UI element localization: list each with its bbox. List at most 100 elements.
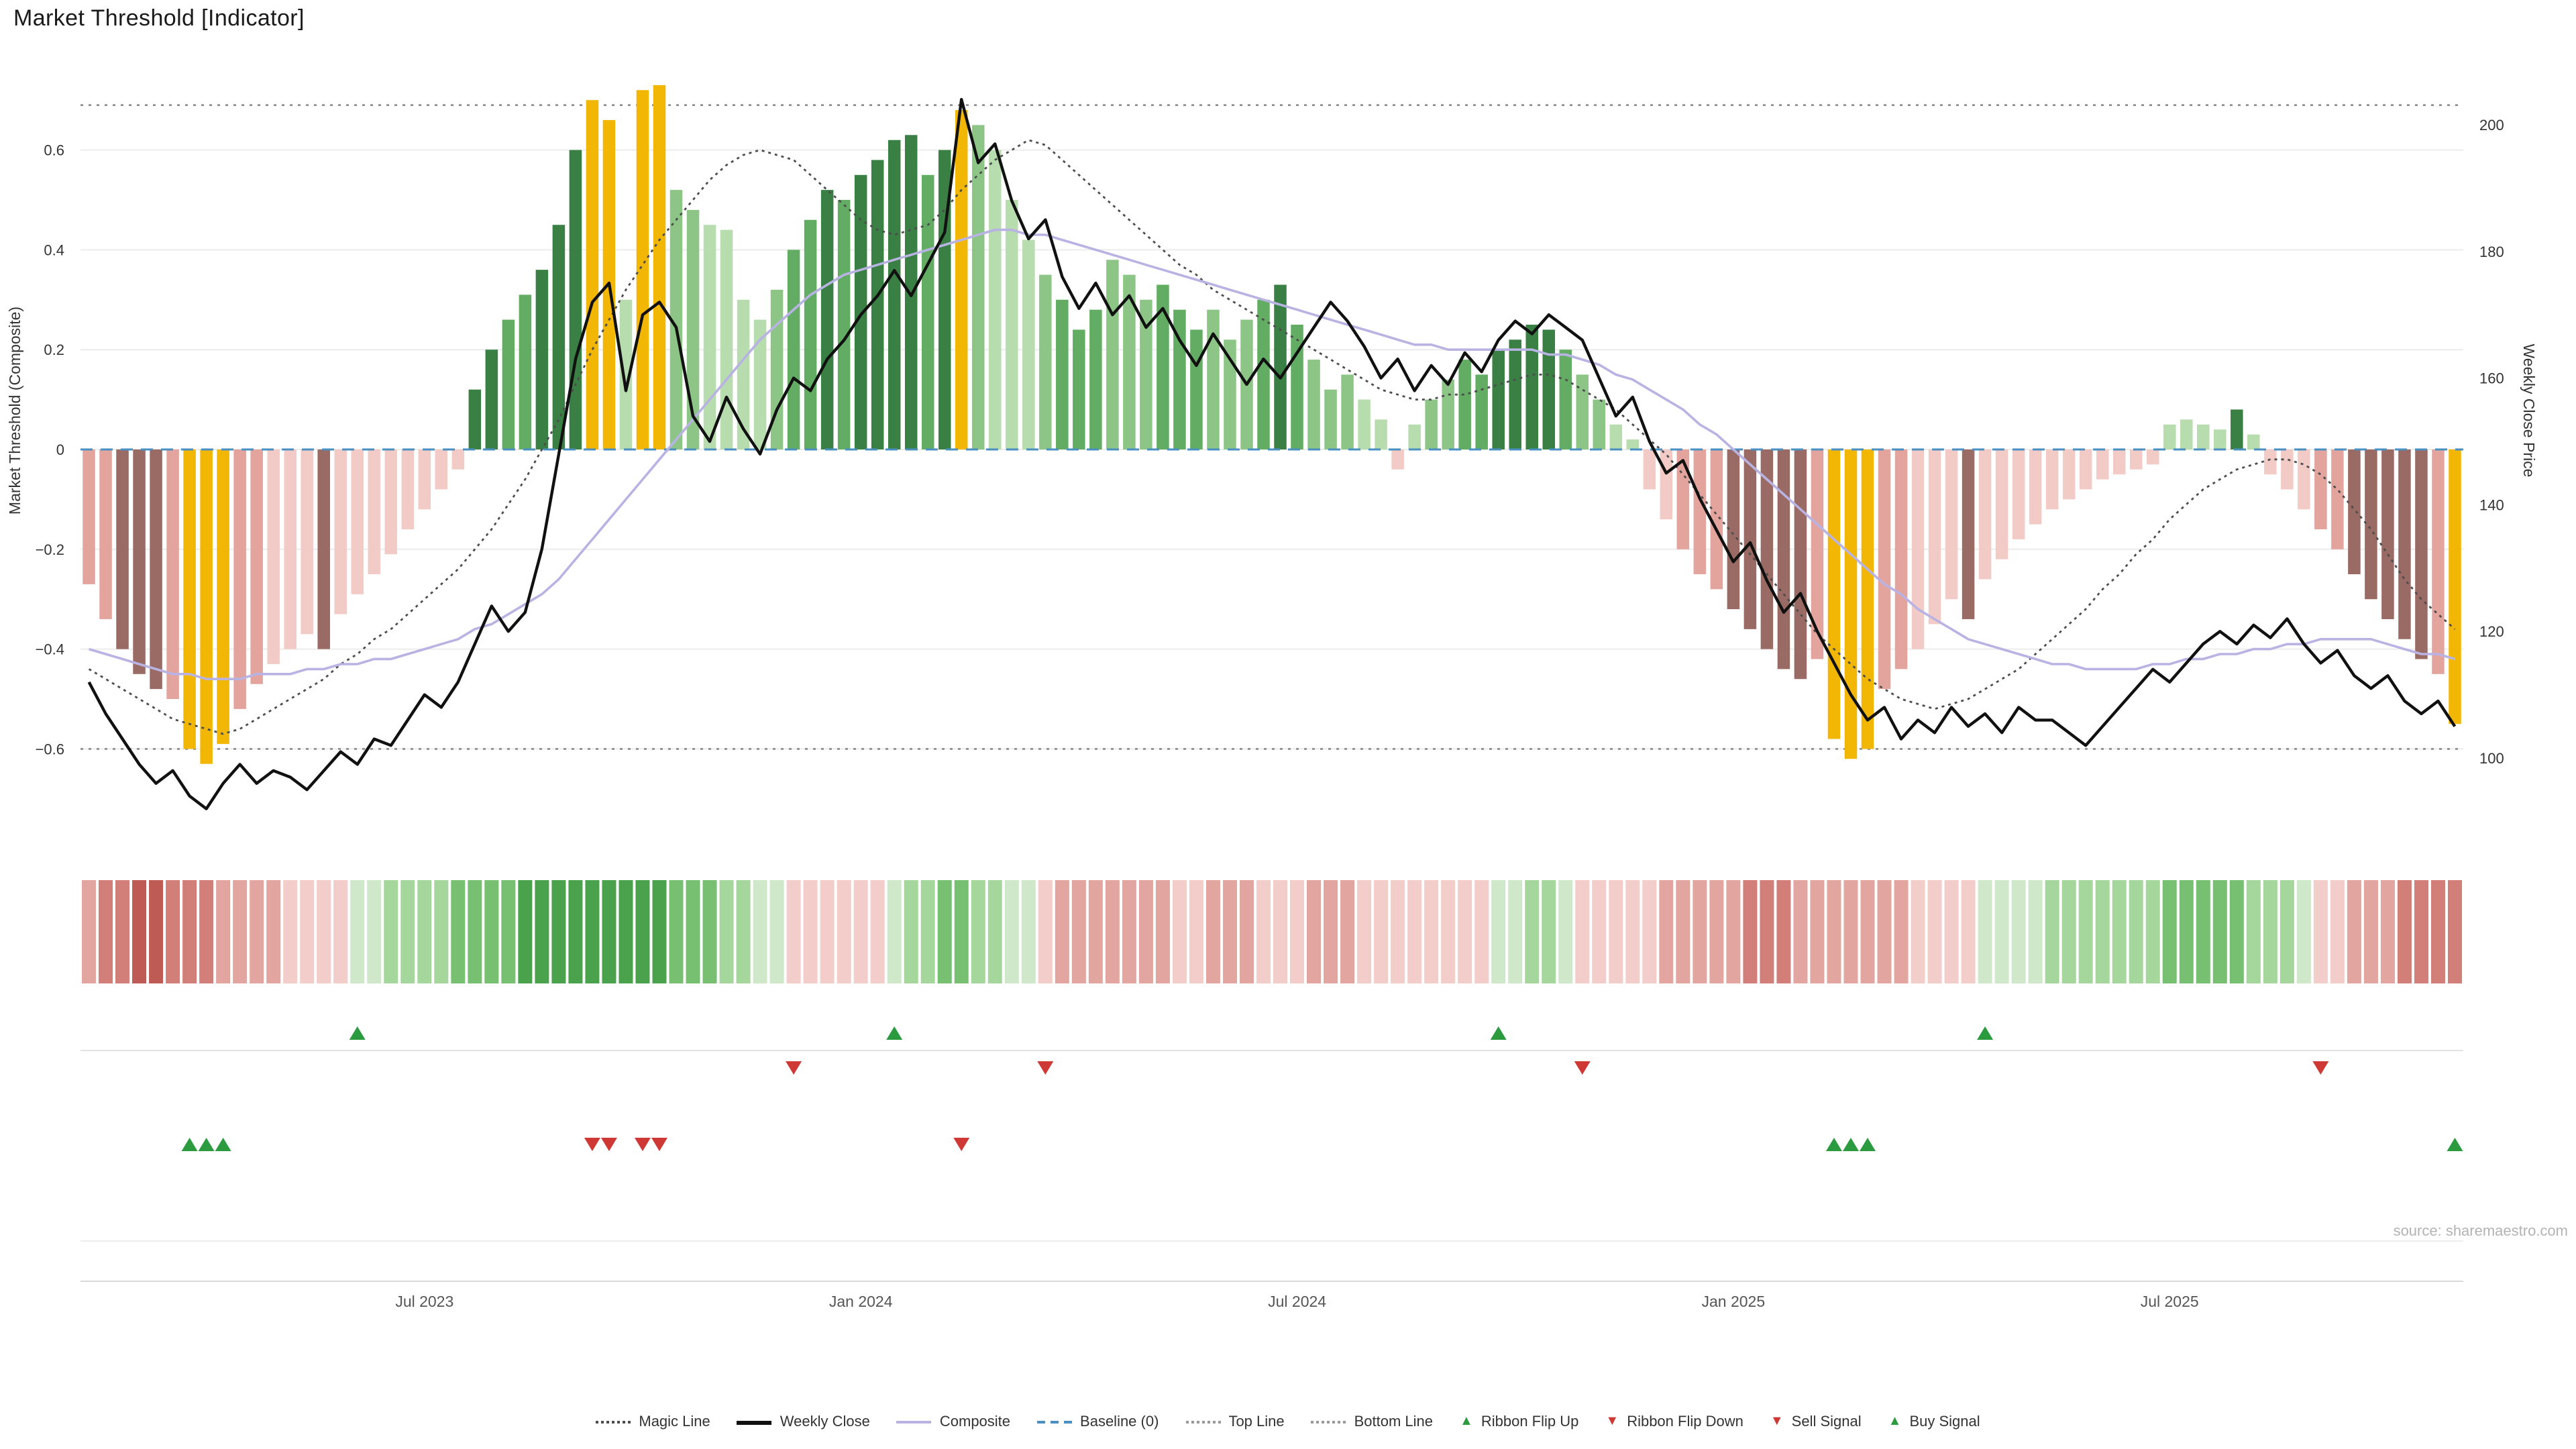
ribbon-cell <box>2296 880 2311 983</box>
ribbon-cell <box>1189 880 1203 983</box>
threshold-bar <box>2381 449 2394 619</box>
ribbon-cell <box>2028 880 2043 983</box>
ribbon-cell <box>1843 880 1858 983</box>
threshold-bar <box>569 150 582 449</box>
ribbon-cell <box>400 880 415 983</box>
ribbon-cell <box>250 880 264 983</box>
ribbon-cell <box>719 880 734 983</box>
threshold-bar <box>1962 449 1975 619</box>
threshold-bar <box>83 449 95 584</box>
threshold-bar <box>1022 239 1035 449</box>
ribbon-cell <box>803 880 818 983</box>
ribbon-cell <box>853 880 868 983</box>
ribbon-cell <box>115 880 130 983</box>
threshold-bar <box>972 125 985 449</box>
threshold-bar <box>1844 449 1858 759</box>
threshold-bar <box>653 85 666 449</box>
x-tick-label: Jan 2024 <box>829 1293 893 1310</box>
threshold-bar <box>955 110 968 449</box>
ribbon-cell <box>2011 880 2026 983</box>
threshold-bar <box>871 160 884 450</box>
buy-signal-marker <box>2447 1138 2463 1151</box>
threshold-bar <box>787 250 800 449</box>
ribbon-cell <box>786 880 801 983</box>
threshold-bar <box>1928 449 1941 625</box>
threshold-bar <box>301 449 313 635</box>
legend-label: Composite <box>939 1414 1011 1430</box>
threshold-bar <box>451 449 465 470</box>
ribbon-cell <box>1944 880 1959 983</box>
ribbon-cell <box>1021 880 1036 983</box>
threshold-bar <box>1492 350 1505 449</box>
legend-item-weekly-close: Weekly Close <box>737 1414 870 1430</box>
ribbon-cell <box>484 880 499 983</box>
threshold-bar <box>1157 284 1169 449</box>
threshold-bar <box>1375 419 1387 449</box>
ribbon-cell <box>1793 880 1808 983</box>
ribbon-cell <box>367 880 382 983</box>
threshold-bar <box>1660 449 1673 520</box>
threshold-bar <box>820 190 834 449</box>
ribbon-cell <box>2129 880 2143 983</box>
threshold-bar <box>1123 274 1136 449</box>
ribbon-cell <box>2347 880 2361 983</box>
ribbon-cell <box>1743 880 1758 983</box>
threshold-bar <box>1777 449 1790 669</box>
threshold-bar <box>703 225 716 449</box>
x-tick-label: Jul 2025 <box>2141 1293 2199 1310</box>
ribbon-cell <box>1994 880 2009 983</box>
ribbon-cell <box>1709 880 1724 983</box>
ribbon-cell <box>2196 880 2210 983</box>
baseline-swatch-icon <box>1037 1421 1073 1424</box>
ribbon-cell <box>1609 880 1623 983</box>
threshold-bar <box>485 350 498 449</box>
threshold-bar <box>1609 424 1623 449</box>
threshold-bar <box>552 225 566 449</box>
ribbon-cell <box>2330 880 2345 983</box>
threshold-bar <box>1811 449 1824 659</box>
ribbon-cell <box>2246 880 2261 983</box>
ribbon-cell <box>2430 880 2445 983</box>
threshold-bar <box>1509 339 1521 449</box>
x-tick-label: Jul 2024 <box>1268 1293 1326 1310</box>
threshold-bar <box>1559 350 1572 449</box>
threshold-bar <box>183 449 196 749</box>
threshold-bar <box>1408 424 1421 449</box>
threshold-bar <box>1458 360 1471 449</box>
threshold-bar <box>669 190 683 449</box>
ribbon-cell <box>1592 880 1607 983</box>
ribbon-cell <box>702 880 717 983</box>
ribbon-cell <box>99 880 113 983</box>
left-tick-label: −0.6 <box>36 741 64 757</box>
market-threshold-chart: 0.6 0.4 0.2 0 −0.2 −0.4 −0.6 200 180 160 140 120 100… <box>36 85 2504 1310</box>
ribbon-cell <box>434 880 449 983</box>
threshold-bar <box>1475 374 1488 449</box>
sell-signal-marker <box>634 1138 651 1151</box>
ribbon-cell <box>2229 880 2244 983</box>
threshold-bar <box>2247 434 2260 449</box>
threshold-bar <box>1140 299 1152 449</box>
threshold-bar <box>1391 449 1404 470</box>
ribbon-cell <box>1290 880 1305 983</box>
ribbon-cell <box>1138 880 1153 983</box>
ribbon-cell <box>417 880 432 983</box>
ribbon-strip <box>82 880 2462 983</box>
threshold-bar <box>586 100 599 449</box>
threshold-bar <box>1827 449 1841 739</box>
ribbon-cell <box>937 880 952 983</box>
ribbon-cell <box>2061 880 2076 983</box>
ribbon-cell <box>535 880 549 983</box>
ribbon-cell <box>1357 880 1372 983</box>
ribbon-cell <box>769 880 784 983</box>
threshold-bar <box>2281 449 2294 490</box>
threshold-bar <box>468 389 482 449</box>
threshold-bar <box>217 449 229 744</box>
threshold-bar <box>1978 449 1992 580</box>
ribbon-flip-up-marker <box>1977 1026 1994 1040</box>
ribbon-cell <box>753 880 767 983</box>
ribbon-cell <box>1307 880 1322 983</box>
threshold-bars <box>83 85 2461 764</box>
threshold-bar <box>1525 325 1538 449</box>
ribbon-cell <box>2380 880 2395 983</box>
ribbon-cell <box>1441 880 1456 983</box>
